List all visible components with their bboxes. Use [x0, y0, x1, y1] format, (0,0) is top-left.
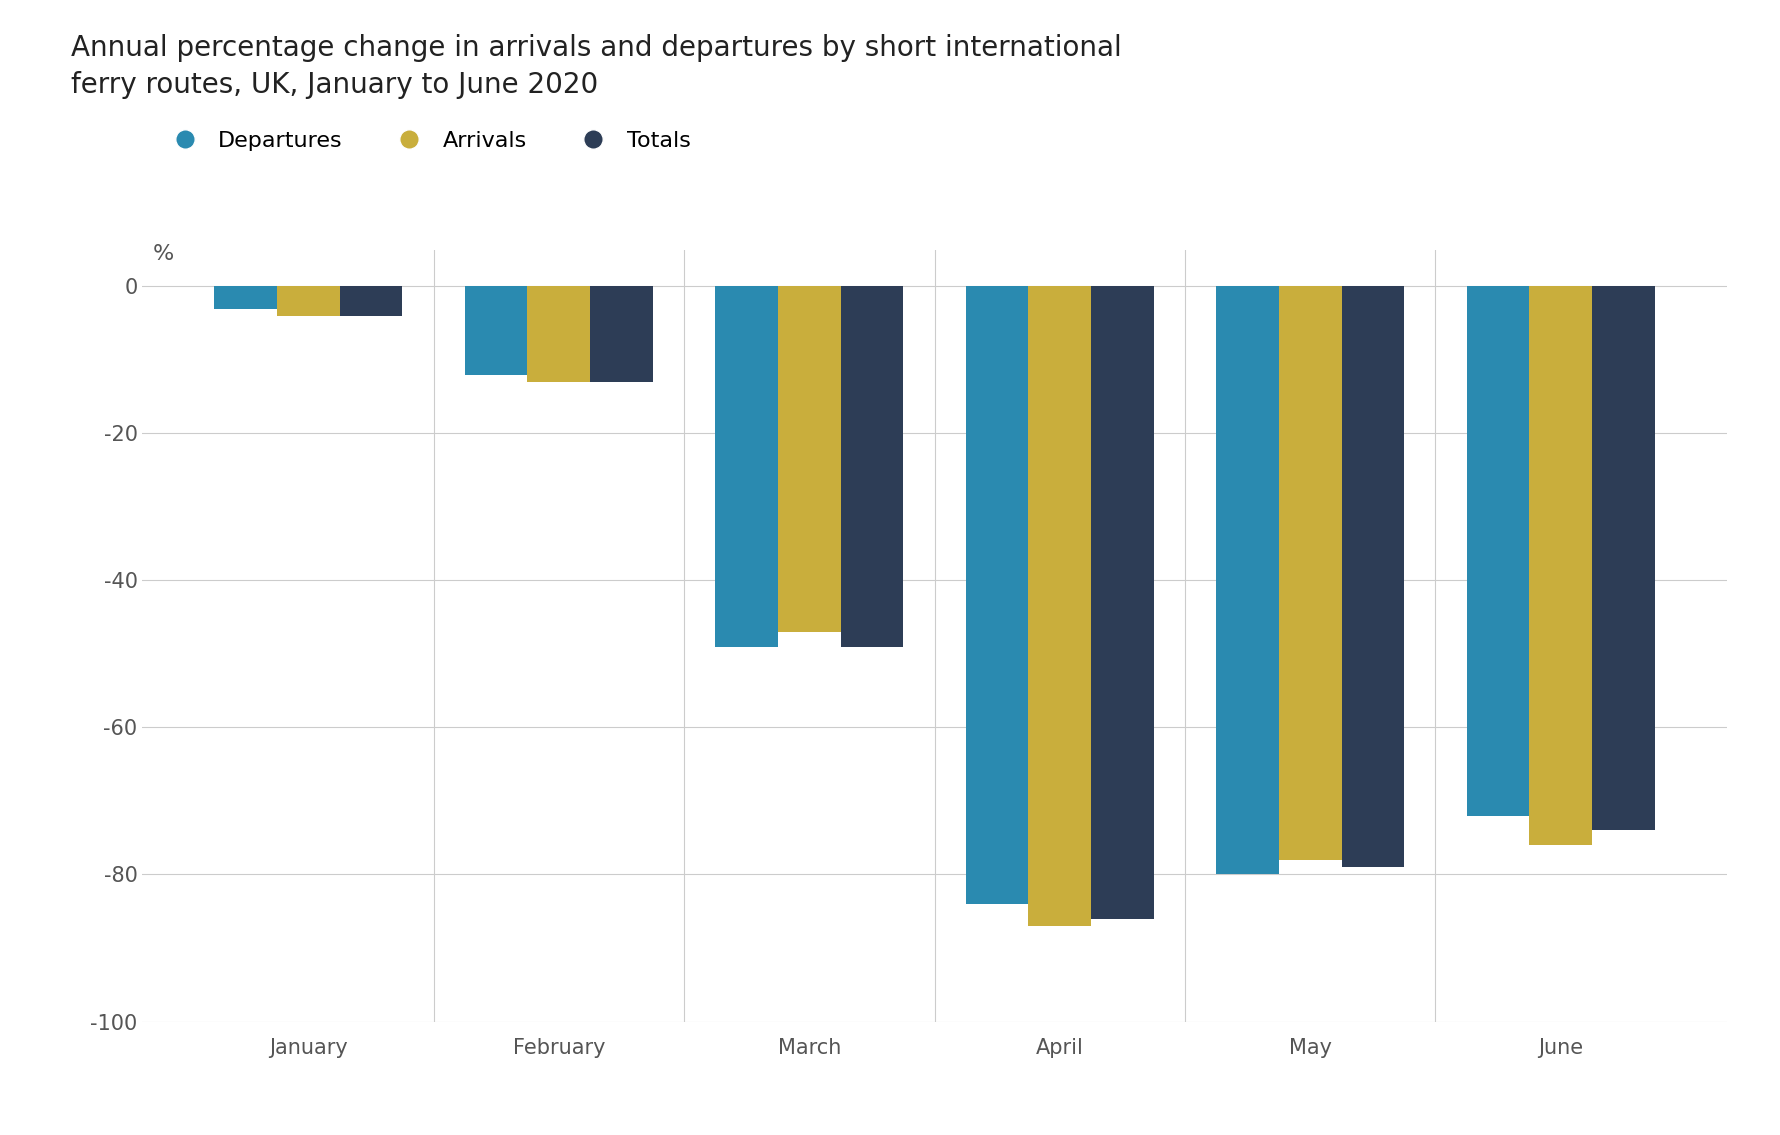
Bar — [465, 286, 527, 375]
Bar — [716, 286, 778, 647]
Text: Annual percentage change in arrivals and departures by short international
ferry: Annual percentage change in arrivals and… — [71, 34, 1121, 99]
Bar — [1278, 286, 1342, 860]
Bar — [527, 286, 591, 382]
Bar — [591, 286, 653, 382]
Bar — [1529, 286, 1591, 846]
Bar — [340, 286, 402, 316]
Legend: Departures, Arrivals, Totals: Departures, Arrivals, Totals — [153, 121, 700, 160]
Bar — [1342, 286, 1404, 867]
Bar — [214, 286, 278, 309]
Bar — [1591, 286, 1655, 831]
Bar — [1216, 286, 1278, 874]
Bar — [1091, 286, 1153, 918]
Bar — [967, 286, 1029, 903]
Bar — [778, 286, 840, 632]
Bar — [840, 286, 902, 647]
Bar — [1029, 286, 1091, 926]
Bar — [1467, 286, 1529, 816]
Bar — [278, 286, 340, 316]
Text: %: % — [153, 244, 174, 264]
